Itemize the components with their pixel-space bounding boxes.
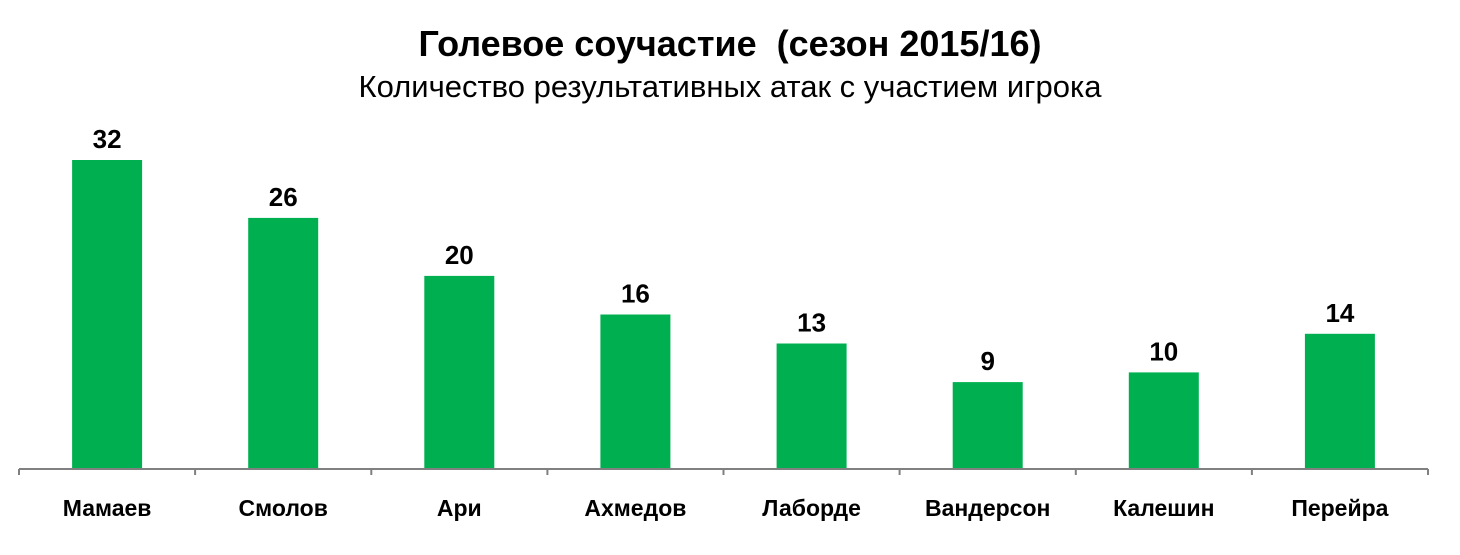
- category-label-5: Лаборде: [762, 495, 861, 521]
- data-label-8: 14: [1325, 298, 1354, 328]
- chart-subtitle: Количество результативных атак с участие…: [358, 69, 1102, 104]
- data-label-3: 20: [445, 240, 474, 270]
- bar-7: [1128, 372, 1199, 469]
- category-label-7: Калешин: [1113, 495, 1214, 521]
- bar-6: [952, 382, 1023, 469]
- data-label-7: 10: [1149, 336, 1178, 366]
- bar-3: [424, 275, 495, 469]
- bar-4: [600, 314, 671, 469]
- category-label-1: Мамаев: [63, 495, 152, 521]
- bar-5: [776, 343, 847, 469]
- data-label-5: 13: [797, 308, 826, 338]
- data-label-4: 16: [621, 279, 650, 309]
- bar-2: [248, 217, 319, 469]
- data-label-2: 26: [269, 182, 298, 212]
- category-label-8: Перейра: [1291, 495, 1388, 521]
- category-label-4: Ахмедов: [584, 495, 686, 521]
- bar-1: [72, 160, 143, 469]
- data-label-1: 32: [93, 124, 122, 154]
- chart-title: Голевое соучастие (сезон 2015/16): [418, 23, 1042, 64]
- category-label-6: Вандерсон: [925, 495, 1050, 521]
- category-label-2: Смолов: [239, 495, 328, 521]
- bar-8: [1304, 333, 1375, 469]
- category-label-3: Ари: [437, 495, 482, 521]
- data-label-6: 9: [980, 346, 994, 376]
